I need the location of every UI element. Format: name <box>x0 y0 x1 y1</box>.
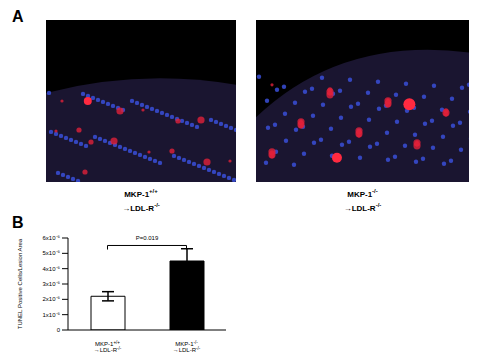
svg-text:MKP-1-/-→LDL-R-/-: MKP-1-/-→LDL-R-/- <box>173 340 201 353</box>
html-text:→LDL-R-/-: →LDL-R-/- <box>122 201 160 213</box>
svg-text:MKP-1+/+→LDL-R-/-: MKP-1+/+→LDL-R-/- <box>94 340 122 353</box>
html-text:MKP-1-/-: MKP-1-/- <box>347 188 378 199</box>
svg-text:3x10⁻⁵: 3x10⁻⁵ <box>43 281 61 287</box>
svg-text:5x10⁻⁵: 5x10⁻⁵ <box>43 250 61 256</box>
html-text:→LDL-R-/-: →LDL-R-/- <box>343 201 382 213</box>
html-text:B: B <box>12 214 24 231</box>
svg-text:2x10⁻⁵: 2x10⁻⁵ <box>43 296 61 302</box>
svg-text:0: 0 <box>57 327 61 333</box>
svg-text:P=0.019: P=0.019 <box>136 235 159 241</box>
html-text:MKP-1+/+: MKP-1+/+ <box>124 188 158 199</box>
html-text:A: A <box>12 8 24 25</box>
svg-text:TUNEL Positive Cells/Lesion Ar: TUNEL Positive Cells/Lesion Area <box>17 238 23 329</box>
svg-text:1x10⁻⁵: 1x10⁻⁵ <box>43 312 61 318</box>
svg-text:6x10⁻⁵: 6x10⁻⁵ <box>43 235 61 241</box>
svg-text:4x10⁻⁵: 4x10⁻⁵ <box>43 266 61 272</box>
